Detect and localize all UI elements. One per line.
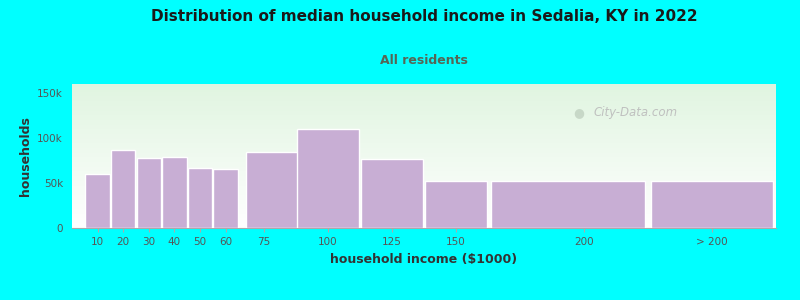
Bar	[137, 158, 161, 228]
Bar	[162, 157, 186, 228]
Bar	[491, 181, 645, 228]
Bar	[298, 129, 358, 228]
Bar	[650, 181, 774, 228]
Text: All residents: All residents	[380, 54, 468, 67]
Y-axis label: households: households	[18, 116, 31, 196]
Bar	[362, 159, 422, 228]
Bar	[111, 150, 135, 228]
Bar	[86, 174, 110, 228]
Bar	[246, 152, 307, 228]
Bar	[214, 169, 238, 228]
Bar	[188, 168, 212, 228]
Text: Distribution of median household income in Sedalia, KY in 2022: Distribution of median household income …	[150, 9, 698, 24]
Text: ●: ●	[574, 106, 584, 119]
Text: City-Data.com: City-Data.com	[593, 106, 678, 119]
Bar	[426, 181, 486, 228]
X-axis label: household income ($1000): household income ($1000)	[330, 253, 518, 266]
